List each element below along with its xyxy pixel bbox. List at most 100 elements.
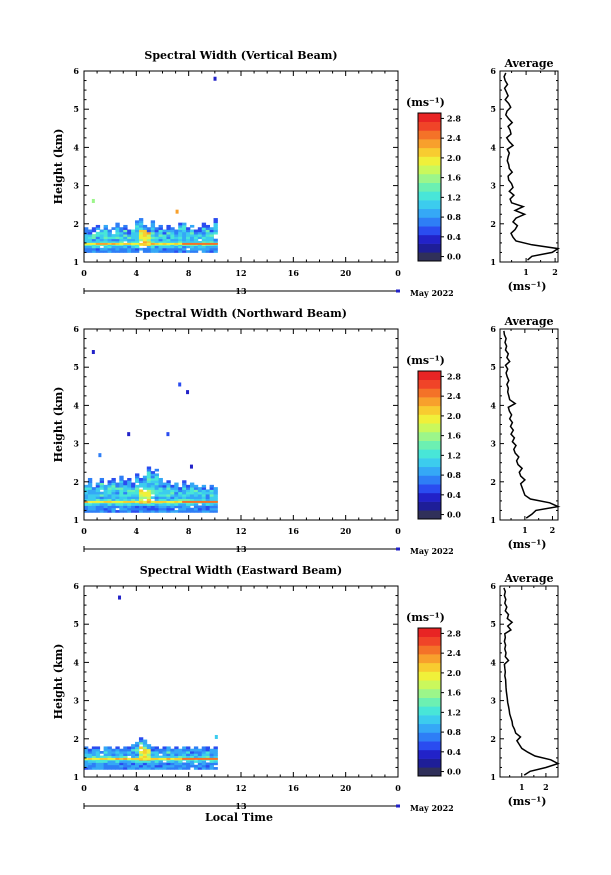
heatmap-cell — [91, 489, 97, 493]
month-label: May 2022 — [410, 803, 454, 813]
heatmap-cell — [213, 494, 218, 497]
heatmap-cell — [205, 507, 210, 511]
heatmap-cell — [95, 238, 101, 242]
heatmap-cell — [123, 480, 128, 483]
heatmap-cell — [146, 498, 152, 502]
heatmap-cell — [135, 475, 140, 479]
heatmap-cell — [111, 487, 116, 490]
heatmap-cell — [197, 247, 203, 251]
heatmap-cell — [209, 487, 214, 490]
heatmap-cell — [115, 751, 120, 754]
colorbar-swatch — [418, 715, 441, 725]
heatmap-cell — [209, 505, 214, 509]
heatmap-cell — [131, 482, 136, 486]
heatmap-cell — [189, 764, 195, 768]
heatmap-cell — [150, 762, 156, 766]
heatmap-cell — [146, 489, 152, 493]
heatmap-cell — [162, 503, 167, 506]
heatmap-cell — [142, 757, 148, 760]
heatmap-cell — [99, 755, 105, 759]
heatmap-cell — [119, 250, 124, 253]
colorbar-swatch — [418, 697, 441, 707]
heatmap-cell — [186, 229, 191, 233]
heatmap-cell — [158, 498, 163, 502]
x-tick-label: 0 — [395, 268, 401, 278]
heatmap-cell — [127, 753, 132, 757]
date-line-marker — [396, 547, 400, 551]
colorbar-frame — [417, 112, 442, 262]
heatmap-cell — [91, 236, 97, 240]
heatmap-cell — [135, 487, 140, 490]
heatmap-cell — [87, 510, 93, 513]
heatmap-cell — [131, 505, 136, 509]
heatmap-cell — [182, 240, 187, 244]
heatmap-cell — [166, 234, 171, 237]
heatmap-cell — [150, 746, 156, 750]
heatmap-cell — [166, 236, 171, 240]
heatmap-cell — [182, 500, 187, 503]
heatmap-cell — [99, 500, 105, 503]
heatmap-cell — [119, 236, 124, 240]
heatmap-cell — [103, 250, 108, 253]
y-tick-label: 2 — [73, 219, 79, 229]
heatmap-cell — [119, 510, 124, 513]
heatmap-cell — [170, 494, 175, 497]
heatmap-cell — [158, 491, 163, 495]
heatmap-cell — [193, 489, 199, 493]
heatmap-cell — [111, 507, 116, 511]
panel-0: Spectral Width (Vertical Beam) Height (km… — [52, 49, 561, 298]
heatmap-cell — [201, 764, 207, 768]
heatmap-cell — [178, 242, 183, 245]
heatmap-cell — [127, 238, 132, 242]
heatmap-cell — [174, 247, 179, 251]
heatmap-cell — [103, 767, 108, 770]
heatmap-cell — [162, 489, 167, 493]
average-line — [503, 587, 560, 776]
heatmap-cell — [197, 491, 203, 495]
heatmap-cell — [99, 487, 105, 490]
heatmap-cell — [201, 751, 207, 754]
heatmap-cell — [182, 238, 187, 242]
colorbar-tick-label: 1.2 — [447, 192, 461, 202]
heatmap-cell — [174, 746, 179, 750]
heatmap-cell — [131, 767, 136, 770]
heatmap-cell — [135, 231, 140, 235]
heatmap-cell — [162, 746, 167, 750]
heatmap-cell — [201, 500, 207, 503]
heatmap-cell — [174, 510, 179, 513]
colorbar-swatch — [418, 741, 441, 751]
heatmap-cell — [189, 762, 195, 766]
heatmap-cell — [135, 238, 140, 242]
heatmap-cell — [209, 503, 214, 506]
heatmap-cell — [123, 755, 128, 759]
heatmap-cell — [138, 489, 144, 493]
heatmap-cell — [201, 746, 207, 750]
heatmap-cell — [138, 491, 144, 495]
x-ticks: 0 4 8 12 16 20 0 — [81, 71, 401, 278]
heatmap-cell — [186, 231, 191, 235]
heatmap-cell — [154, 496, 159, 500]
heatmap-cell — [135, 498, 140, 502]
panel-1: Spectral Width (Northward Beam) Height (k… — [52, 307, 561, 556]
heatmap-cell — [138, 494, 144, 497]
heatmap-cell — [205, 229, 210, 233]
colorbar-tick-label: 2.8 — [447, 628, 461, 638]
heatmap-cell — [213, 510, 218, 513]
x-tick-label: 8 — [186, 526, 192, 536]
heatmap-cell — [142, 250, 148, 253]
heatmap-cell — [127, 746, 132, 750]
colorbar-swatch — [418, 466, 441, 476]
heatmap-cell — [131, 500, 136, 503]
heatmap-cell — [138, 234, 144, 237]
heatmap-cell — [107, 491, 112, 495]
heatmap-cell — [131, 746, 136, 750]
heatmap-cell — [174, 234, 179, 237]
x-tick-label: 0 — [395, 783, 401, 793]
heatmap-cell — [142, 510, 148, 513]
y-tick-label: 5 — [73, 619, 79, 629]
heatmap-cell — [201, 498, 207, 502]
heatmap-cell — [111, 234, 116, 237]
average-title: Average — [503, 315, 553, 328]
average-y-tick-label: 1 — [490, 257, 496, 267]
heatmap-cell — [154, 755, 159, 759]
